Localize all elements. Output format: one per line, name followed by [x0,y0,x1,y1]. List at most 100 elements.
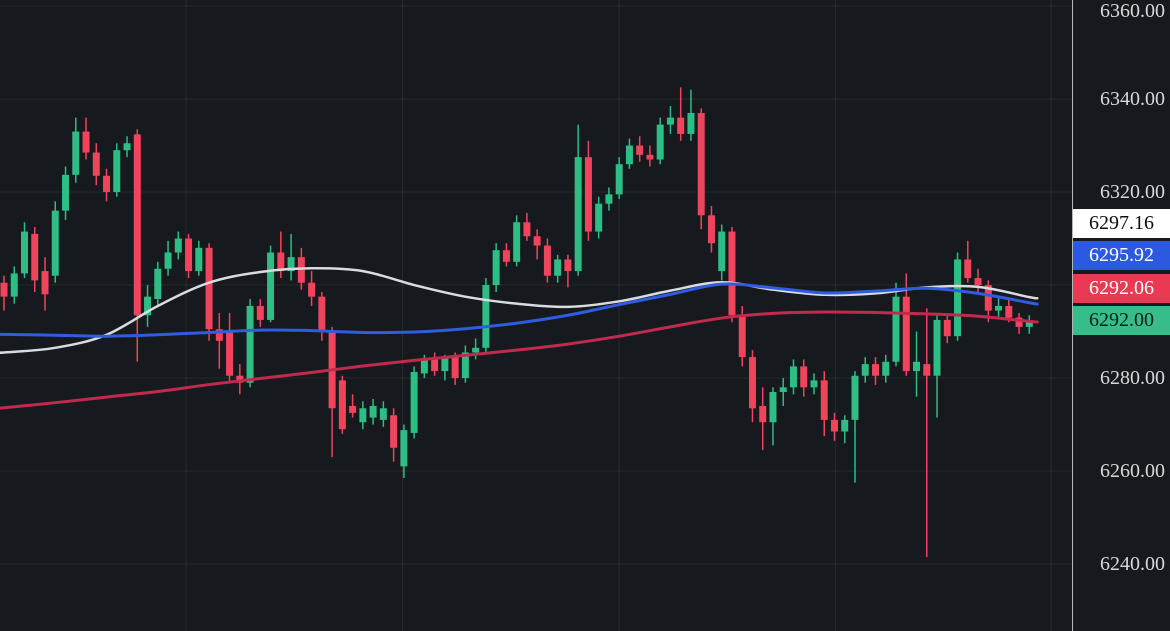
candle-body [830,419,838,432]
candle-body [523,222,531,237]
candle-body [738,315,746,358]
candle-body [872,364,880,376]
candle-body [656,124,664,160]
candle-body [759,405,767,423]
candle-body [451,357,459,379]
candle-body [226,331,234,376]
candle-body [287,257,295,272]
price-axis[interactable]: 6297.16 6295.92 6292.06 6292.00 6360.00 6… [1072,0,1170,631]
candle-body [615,164,623,195]
candle-body [800,366,808,388]
ma-white-price-badge: 6297.16 [1073,209,1170,238]
candle-body [472,347,480,353]
ma-red-line [0,310,1039,410]
candle-body [666,117,674,125]
candle-body [933,319,941,376]
candle-body [21,231,29,274]
candle-body [625,145,633,165]
candle-body [10,273,18,297]
ma-white-line [0,267,1039,355]
candle-body [697,112,705,216]
candle-body [420,359,428,374]
candle-body [133,134,141,316]
candle-body [554,259,562,276]
price-axis-label: 6260.00 [1100,460,1165,483]
candle-body [103,175,111,193]
candle-body [482,285,490,348]
candle-body [954,259,962,337]
candle-body [164,252,172,269]
candle-body [113,150,121,193]
candle-body [789,366,797,388]
candle-body [677,117,685,134]
candle-body [0,282,8,297]
candle-body [51,210,59,276]
candle-body [636,145,644,155]
candle-body [820,380,828,420]
candle-body [410,372,418,433]
candle-body [984,285,992,311]
candle-body [277,252,285,272]
price-axis-label: 6320.00 [1100,181,1165,204]
candle-body [338,380,346,430]
candle-body [92,152,100,176]
candle-body [246,305,254,383]
candle-body [82,131,90,153]
candle-body [369,405,377,418]
candle-body [318,296,326,332]
candle-body [123,143,131,151]
candlestick-chart-canvas[interactable] [0,0,1072,631]
candle-body [400,430,408,467]
candle-body [185,238,193,272]
candle-body [687,112,695,134]
candle-body [461,352,469,379]
candle-body [902,296,910,372]
candle-body [174,238,182,253]
candle-body [267,252,275,320]
candle-body [923,364,931,376]
last-price-badge: 6292.00 [1073,306,1170,335]
price-axis-label: 6240.00 [1100,553,1165,576]
candle-body [379,408,387,420]
candle-body [595,203,603,232]
candle-body [1015,317,1023,327]
ma-red-price-badge: 6292.06 [1073,274,1170,303]
candle-body [502,250,510,262]
candle-body [584,157,592,232]
candle-body [41,271,49,295]
ma-blue-line [0,282,1039,338]
candle-body [215,329,223,341]
candle-body [236,375,244,383]
candle-body [882,361,890,376]
candle-body [779,387,787,392]
candle-body [707,215,715,244]
candle-body [31,233,39,281]
candle-body [256,305,264,320]
candle-body [390,415,398,448]
candle-body [964,259,972,279]
candle-body [195,247,203,272]
candle-body [154,268,162,299]
candle-body [205,247,213,330]
candle-body [72,131,80,175]
candle-body [543,245,551,276]
candle-body [943,319,951,337]
candle-body [605,194,613,204]
candle-body [62,174,70,211]
candle-body [564,259,572,272]
candle-body [1025,322,1033,327]
candle-body [646,154,654,160]
ma-blue-price-badge: 6295.92 [1073,241,1170,270]
price-axis-label: 6360.00 [1100,0,1165,22]
candle-body [533,236,541,246]
candle-body [974,278,982,286]
candle-body [441,357,449,372]
candle-body [995,305,1003,311]
candle-body [144,296,152,316]
price-axis-label: 6340.00 [1100,88,1165,111]
price-axis-label: 6280.00 [1100,367,1165,390]
candle-body [431,359,439,372]
candle-body [728,231,736,316]
candle-body [892,296,900,362]
